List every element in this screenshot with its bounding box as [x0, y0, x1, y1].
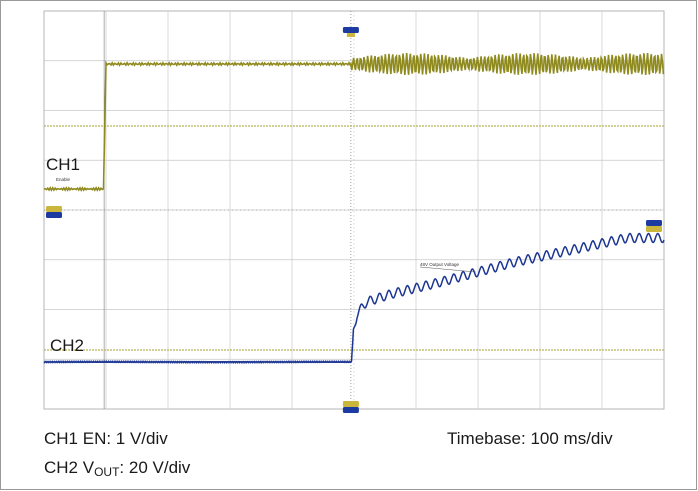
ch2-offset-marker-left [46, 212, 62, 218]
ch1-scale-caption: CH1 EN: 1 V/div [44, 429, 168, 449]
ch2-output-voltage-trace [43, 232, 665, 364]
timebase-caption: Timebase: 100 ms/div [447, 429, 613, 449]
ch2-annotation-leader [419, 266, 477, 273]
ch1-trigger-level-marker [646, 226, 662, 232]
ch2-channel-label: CH2 [50, 336, 84, 355]
ch1-ground-marker [46, 206, 62, 212]
trigger-position-marker [342, 27, 359, 33]
timebase-text: Timebase: 100 ms/div [447, 429, 613, 448]
ch1-annotation-enable: Enable [56, 177, 71, 182]
ch1-enable-trace [43, 52, 665, 192]
grid [44, 11, 664, 409]
ch2-scale-subscript: OUT [94, 465, 120, 479]
ch2-scale-suffix: : 20 V/div [119, 458, 191, 477]
trigger-position-marker-tag [346, 33, 355, 37]
ch2-annotation-output-voltage: 48V Output Voltage [420, 262, 460, 267]
oscilloscope-plot: CH1 CH2 Enable 48V Output Voltage [43, 10, 665, 413]
ch2-scale-prefix: CH2 V [44, 458, 95, 477]
ch1-scale-text: CH1 EN: 1 V/div [44, 429, 168, 448]
ch2-ground-marker-base [342, 407, 359, 413]
ch1-channel-label: CH1 [46, 155, 80, 174]
ch2-scale-caption: CH2 VOUT: 20 V/div [44, 458, 190, 479]
ch2-ground-marker [342, 401, 359, 407]
channel-markers [46, 27, 662, 413]
trigger-level-marker [646, 220, 662, 226]
